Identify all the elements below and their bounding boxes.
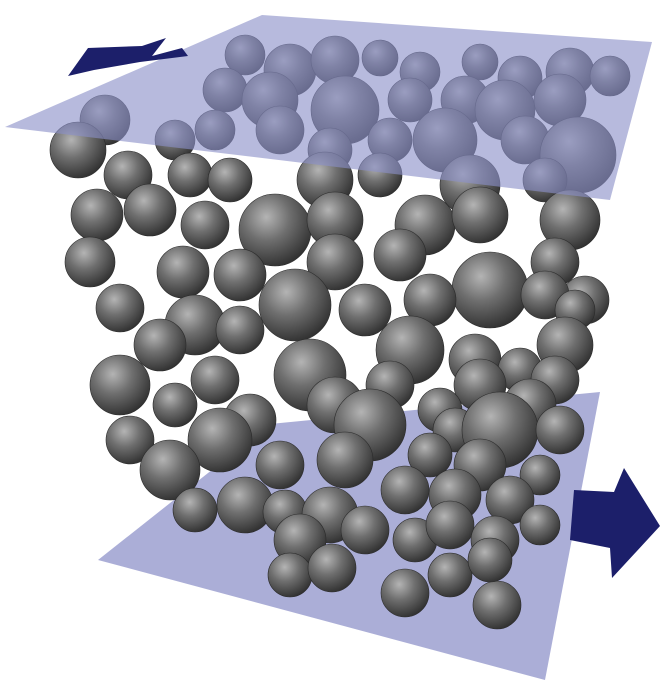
sphere [258, 268, 332, 342]
sphere [213, 248, 267, 302]
sphere [338, 283, 392, 337]
sphere [207, 157, 253, 203]
sphere [105, 415, 155, 465]
sphere [451, 186, 509, 244]
sphere [407, 432, 453, 478]
sphere [472, 580, 522, 630]
right-arrow-icon [570, 468, 660, 578]
sphere [180, 200, 230, 250]
sphere [316, 431, 374, 489]
sphere [64, 236, 116, 288]
sphere [427, 552, 473, 598]
sphere [215, 305, 265, 355]
sphere [340, 505, 390, 555]
sphere [167, 152, 213, 198]
sphere [425, 500, 475, 550]
sphere [307, 543, 357, 593]
sphere [152, 382, 198, 428]
sphere [380, 465, 430, 515]
sphere [451, 251, 529, 329]
sphere [467, 537, 513, 583]
sphere [89, 354, 151, 416]
sphere [133, 318, 187, 372]
sphere [187, 407, 253, 473]
sphere [255, 440, 305, 490]
left-arrow-icon [68, 38, 188, 76]
sphere [70, 188, 124, 242]
sphere [306, 233, 364, 291]
sphere [535, 405, 585, 455]
sphere [139, 439, 201, 501]
sphere [156, 245, 210, 299]
sphere [123, 183, 177, 237]
sphere [190, 355, 240, 405]
sphere [519, 504, 561, 546]
sphere [380, 568, 430, 618]
sphere [519, 454, 561, 496]
sphere [373, 228, 427, 282]
sphere [172, 487, 218, 533]
top-plate [5, 15, 652, 200]
sphere [95, 283, 145, 333]
sphere [267, 552, 313, 598]
